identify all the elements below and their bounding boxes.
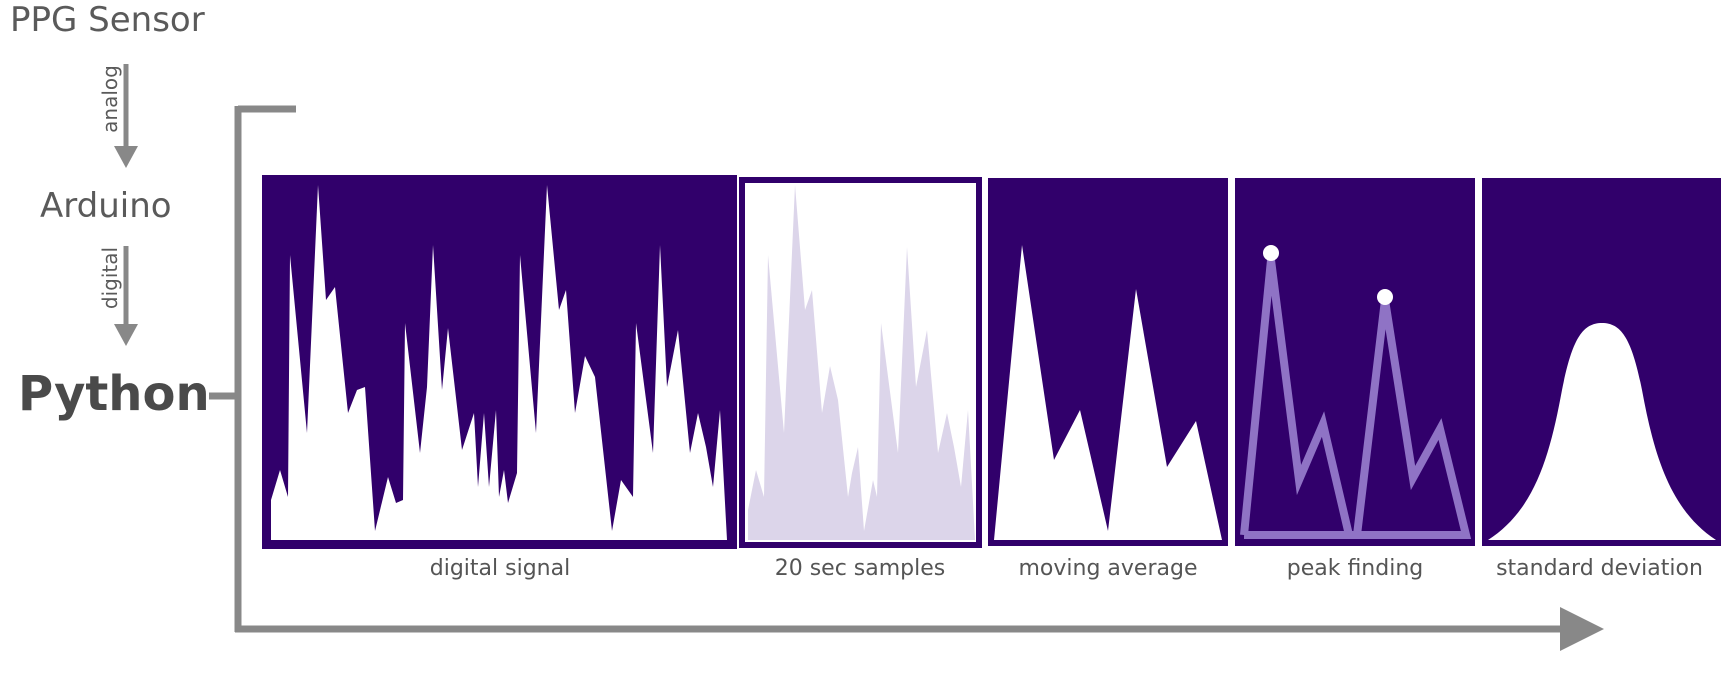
panel-label: moving average [1018, 556, 1198, 581]
peak-marker [1377, 289, 1393, 305]
ppg-sensor-label: PPG Sensor [10, 0, 205, 40]
panel-label: peak finding [1286, 556, 1424, 581]
panel-label: digital signal [429, 556, 571, 581]
peak-marker [1263, 245, 1279, 261]
peak-finding-line [1240, 259, 1472, 539]
digital-arrow [114, 246, 138, 346]
moving-average-waveform [994, 245, 1222, 540]
python-pipeline-arrow [209, 105, 1604, 651]
analog-arrow [114, 64, 138, 168]
panel-samples [739, 177, 982, 548]
panel-label: 20 sec samples [774, 556, 946, 581]
panel-moving-average [988, 178, 1228, 546]
python-label: Python [18, 366, 210, 422]
samples-waveform [748, 185, 975, 540]
panel-label: standard deviation [1496, 556, 1703, 581]
panel-digital-signal [262, 175, 737, 549]
digital-signal-waveform [271, 185, 727, 540]
panel-standard-deviation [1482, 178, 1721, 546]
bell-curve [1488, 323, 1716, 540]
panel-peak-finding [1235, 178, 1475, 546]
arduino-label: Arduino [40, 186, 172, 226]
